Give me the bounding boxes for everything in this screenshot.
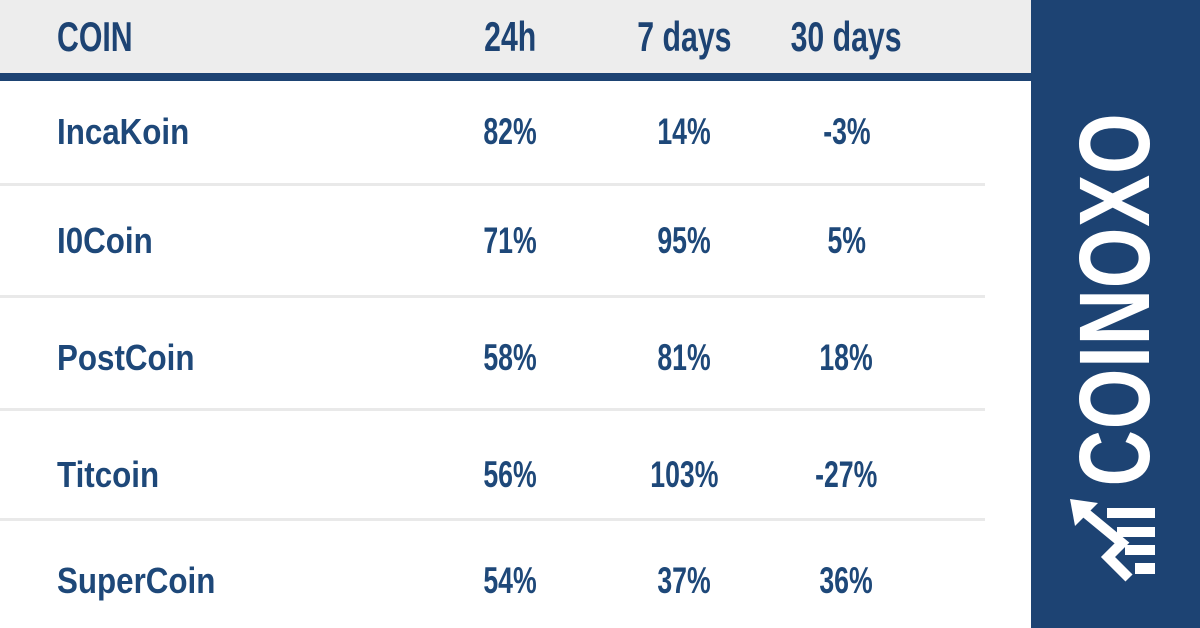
value-7days: 81% (657, 337, 711, 378)
value-24h: 54% (483, 560, 537, 601)
col-header-coin: COIN (0, 13, 420, 61)
value-cell-30days: -27% (768, 454, 925, 496)
col-header-24h-label: 24h (483, 12, 537, 60)
value-7days: 14% (657, 111, 711, 152)
coin-name-cell: I0Coin (0, 220, 420, 262)
value-cell-7days: 95% (600, 220, 768, 262)
value-cell-24h: 71% (420, 220, 600, 262)
coin-name-cell: SuperCoin (0, 560, 420, 602)
col-header-24h: 24h (420, 13, 600, 61)
value-7days: 103% (649, 453, 719, 495)
col-header-7days: 7 days (600, 13, 768, 61)
value-30days: 18% (819, 337, 874, 378)
brand-sidebar: COINOXO (1031, 0, 1200, 628)
coin-name: I0Coin (57, 219, 153, 261)
col-header-30days-label: 30 days (791, 12, 902, 60)
coin-name-cell: PostCoin (0, 337, 420, 379)
value-cell-30days: 5% (768, 220, 925, 262)
trending-up-chart-icon (1070, 499, 1155, 582)
table-row: I0Coin 71% 95% 5% (0, 186, 985, 298)
rows-container: IncaKoin 82% 14% -3% I0Coin 71% 95% 5% P… (0, 81, 1031, 628)
value-cell-7days: 81% (600, 337, 768, 379)
coin-name: PostCoin (57, 337, 195, 378)
value-cell-30days: 36% (768, 560, 925, 602)
value-24h: 71% (483, 219, 537, 261)
header-divider (0, 73, 1031, 81)
coin-name: Titcoin (57, 453, 160, 495)
table-row: IncaKoin 82% 14% -3% (0, 81, 985, 186)
coin-performance-table: COIN 24h 7 days 30 days IncaKoin 82% 14%… (0, 0, 1031, 628)
table-row: PostCoin 58% 81% 18% (0, 298, 985, 411)
value-cell-24h: 56% (420, 454, 600, 496)
value-cell-30days: 18% (768, 337, 925, 379)
col-header-30days: 30 days (768, 13, 925, 61)
table-header: COIN 24h 7 days 30 days (0, 0, 1031, 73)
value-7days: 95% (657, 219, 711, 261)
value-30days: -27% (815, 453, 878, 495)
coin-name-cell: IncaKoin (0, 111, 420, 153)
value-24h: 56% (483, 453, 537, 495)
value-30days: 36% (819, 560, 874, 601)
coin-name: IncaKoin (57, 111, 190, 152)
value-cell-24h: 82% (420, 111, 600, 153)
table-row: Titcoin 56% 103% -27% (0, 411, 985, 521)
coin-name: SuperCoin (57, 560, 216, 601)
col-header-coin-label: COIN (57, 12, 133, 60)
value-24h: 82% (483, 111, 537, 152)
value-cell-7days: 37% (600, 560, 768, 602)
value-24h: 58% (483, 337, 537, 378)
value-cell-30days: -3% (768, 111, 925, 153)
value-30days: -3% (822, 111, 871, 152)
value-cell-24h: 54% (420, 560, 600, 602)
coin-name-cell: Titcoin (0, 454, 420, 496)
col-header-7days-label: 7 days (636, 12, 732, 60)
value-30days: 5% (827, 219, 866, 261)
value-cell-24h: 58% (420, 337, 600, 379)
table-row: SuperCoin 54% 37% 36% (0, 521, 985, 628)
value-7days: 37% (657, 560, 711, 601)
value-cell-7days: 103% (600, 454, 768, 496)
brand-name: COINOXO (1059, 112, 1172, 486)
value-cell-7days: 14% (600, 111, 768, 153)
